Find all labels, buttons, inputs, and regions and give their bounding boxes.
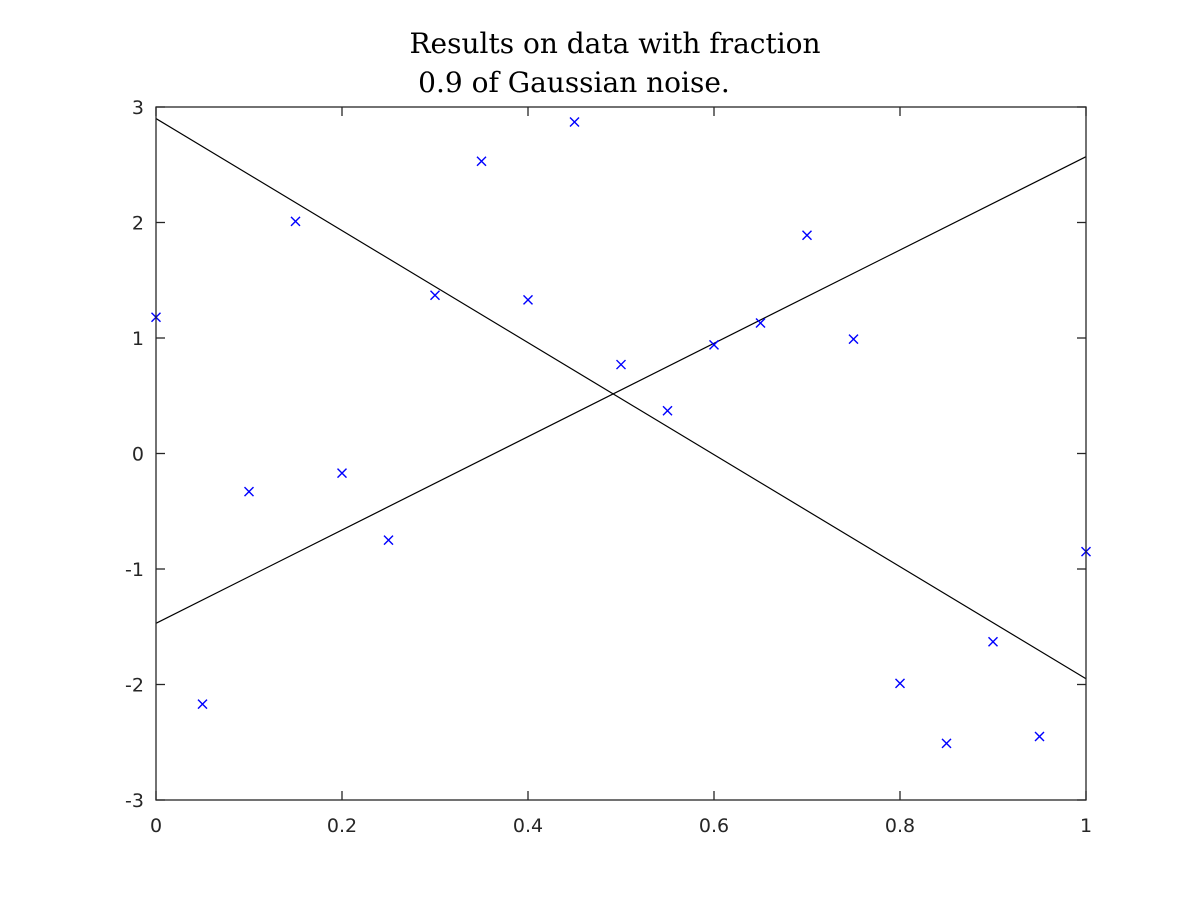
- data-point-marker: [476, 156, 487, 167]
- y-tick-label: 0: [132, 444, 144, 466]
- data-point-marker: [430, 290, 440, 301]
- data-point-marker: [337, 468, 347, 479]
- fit-line-1: [155, 118, 1087, 680]
- data-point-marker: [895, 678, 905, 689]
- y-tick-label: 2: [132, 213, 144, 235]
- chart-title-line-1: Results on data with fraction: [409, 27, 820, 60]
- data-point-marker: [290, 216, 301, 227]
- x-tick-label: 0: [150, 815, 162, 837]
- data-point-marker: [662, 405, 673, 416]
- x-tick-label: 0.8: [885, 815, 915, 837]
- data-point-marker: [1034, 731, 1045, 742]
- y-tick-label: -3: [125, 790, 144, 812]
- data-point-marker: [755, 317, 766, 328]
- x-tick-label: 0.6: [699, 815, 729, 837]
- data-point-marker: [569, 117, 580, 128]
- x-tick-label: 0.4: [513, 815, 543, 837]
- data-point-marker: [383, 535, 394, 546]
- data-point-marker: [802, 230, 812, 241]
- data-point-marker: [244, 486, 254, 497]
- data-point-marker: [709, 339, 719, 350]
- y-tick-label: 1: [132, 328, 144, 350]
- axis-ticks: 0 0.2 0.4 0.6 0.8 1 -3 -2 -1 0 1 2 3: [125, 97, 1092, 837]
- fit-line-2: [155, 156, 1087, 624]
- chart-title-line-2: 0.9 of Gaussian noise.: [418, 66, 730, 99]
- fit-lines: [155, 118, 1087, 680]
- data-point-marker: [616, 359, 626, 370]
- plot-area-frame: [155, 106, 1087, 801]
- y-tick-label: -1: [125, 559, 144, 581]
- x-tick-label: 1: [1080, 815, 1092, 837]
- data-point-marker: [941, 738, 952, 749]
- data-points: [151, 117, 1091, 749]
- data-point-marker: [523, 294, 533, 305]
- y-tick-label: -2: [125, 675, 144, 697]
- data-point-marker: [848, 334, 859, 345]
- data-point-marker: [197, 699, 208, 710]
- y-tick-label: 3: [132, 97, 144, 119]
- data-point-marker: [988, 636, 998, 647]
- x-tick-label: 0.2: [327, 815, 357, 837]
